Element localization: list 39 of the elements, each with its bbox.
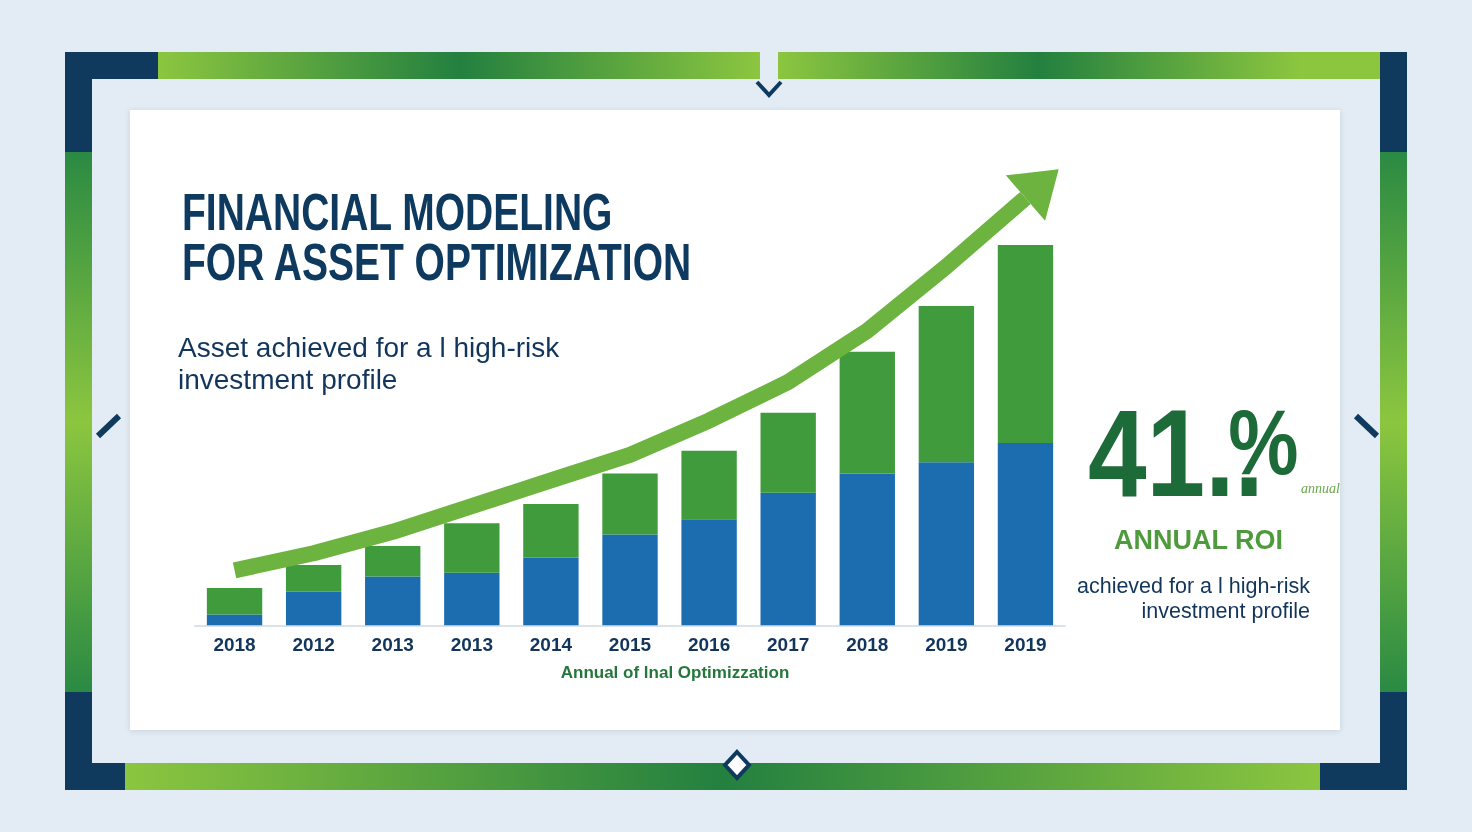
x-tick-label: 2013 — [371, 634, 414, 655]
x-tick-label: 2016 — [687, 634, 731, 655]
x-tick-label: 2014 — [529, 634, 573, 655]
x-tick-label: 2019 — [925, 634, 968, 655]
x-tick-label: 2015 — [608, 634, 652, 655]
bar — [365, 545, 421, 577]
bar — [523, 504, 579, 558]
bar — [444, 523, 500, 573]
x-tick-label: 2018 — [846, 634, 889, 655]
bar — [918, 305, 975, 463]
bar — [285, 591, 342, 626]
bar — [918, 462, 975, 626]
bar — [839, 351, 895, 474]
bar — [602, 534, 658, 626]
x-tick-label: 2017 — [767, 634, 810, 655]
bar — [681, 450, 737, 520]
bar — [206, 587, 263, 615]
text: Asset achieved for a l high-risk investment profile — [178, 332, 561, 396]
text: ANNUAL ROI — [1114, 525, 1284, 555]
x-tick-label: 2012 — [292, 634, 335, 655]
bar — [760, 492, 816, 626]
bar — [760, 412, 816, 493]
bar — [285, 565, 342, 592]
bar — [444, 572, 500, 626]
text: annual — [1301, 481, 1340, 497]
bar — [365, 576, 421, 626]
x-tick-label: 2018 — [213, 634, 256, 655]
bar — [523, 557, 579, 626]
bar — [839, 473, 895, 626]
text: achieved for a l high-risk investment profile — [1075, 574, 1310, 624]
chart-title: FINANCIAL MODELING FOR ASSET OPTIMIZATION — [182, 183, 693, 291]
bar — [997, 245, 1054, 444]
bar — [997, 443, 1054, 626]
bar — [602, 473, 658, 535]
x-tick-label: 2019 — [1004, 634, 1047, 655]
x-axis-title: Annual of lnal Optimizzation — [559, 663, 791, 683]
x-tick-label: 2013 — [450, 634, 493, 655]
text: 41..$^{%}$ — [1088, 384, 1299, 522]
bar — [681, 519, 737, 626]
